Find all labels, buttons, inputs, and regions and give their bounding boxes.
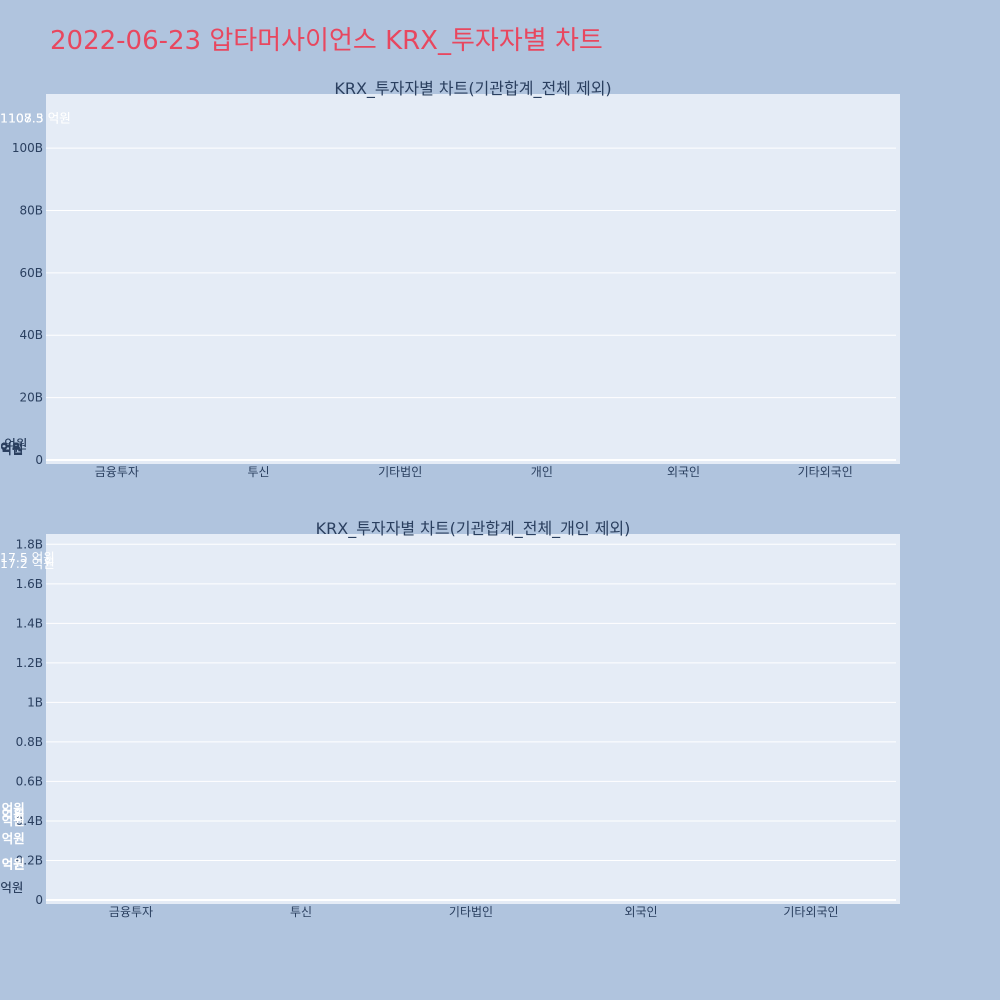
x-tick-label-1-5: 기타외국인: [798, 465, 853, 479]
x-tick-label-1-4: 외국인: [667, 465, 700, 479]
y-tick-label-2-8: 1.6B: [16, 577, 43, 591]
x-tick-label-1-0: 금융투자: [95, 465, 139, 479]
x-tick-label-1-2: 기타법인: [378, 465, 422, 479]
plot-area-1: [46, 94, 900, 464]
y-tick-label-1-3: 60B: [19, 266, 43, 280]
x-tick-label-2-0: 금융투자: [109, 905, 153, 919]
data-label-2-1-1: 4.9 억원: [0, 807, 25, 822]
x-tick-label-1-1: 투신: [247, 465, 269, 479]
data-label-1-1-5: 2.4 억원: [0, 441, 23, 456]
plot-area-2: [46, 534, 900, 904]
data-label-2-1-0: 0.1 억원: [0, 880, 23, 895]
y-tick-label-2-1: 0.2B: [16, 853, 43, 867]
data-label-1-1-4: 17.5 억원: [0, 437, 27, 452]
x-tick-label-1-3: 개인: [531, 465, 553, 479]
data-label-2-2-2: 4.6 억원: [0, 813, 25, 828]
x-tick-label-2-1: 투신: [290, 905, 312, 919]
y-tick-label-1-5: 100B: [12, 141, 43, 155]
y-tick-label-2-5: 1B: [27, 695, 43, 709]
data-label-1-1-3: 1108.3 억원: [0, 110, 71, 125]
data-label-1-2-1: 5.2 억원: [0, 440, 23, 455]
y-tick-label-2-9: 1.8B: [16, 537, 43, 551]
y-tick-label-2-3: 0.6B: [16, 774, 43, 788]
y-tick-label-2-2: 0.4B: [16, 814, 43, 828]
data-label-2-2-0: 0.1 억원: [0, 880, 23, 895]
y-tick-label-2-6: 1.2B: [16, 656, 43, 670]
y-tick-label-2-7: 1.4B: [16, 616, 43, 630]
chart-title-1: KRX_투자자별 차트(기관합계_전체 제외): [334, 79, 611, 99]
data-label-1-2-0: 0.1 억원: [0, 442, 23, 457]
data-label-2-1-3: 17.5 억원: [0, 550, 55, 565]
data-label-1-2-3: 1107.5 억원: [0, 111, 71, 126]
y-tick-label-1-1: 20B: [19, 391, 43, 405]
data-label-2-1-4: 2.4 억원: [0, 857, 25, 872]
x-tick-label-2-2: 기타법인: [449, 905, 493, 919]
page-title: 2022-06-23 압타머사이언스 KRX_투자자별 차트: [50, 26, 603, 56]
data-label-1-1-2: 3.7 억원: [0, 441, 23, 456]
x-tick-label-2-3: 외국인: [624, 905, 657, 919]
data-label-1-2-2: 4.6 억원: [0, 441, 23, 456]
data-label-1-1-1: 4.9 억원: [0, 440, 23, 455]
data-label-1-2-4: 17.2 억원: [0, 437, 27, 452]
y-tick-label-1-4: 80B: [19, 203, 43, 217]
chart-title-2: KRX_투자자별 차트(기관합계_전체_개인 제외): [316, 519, 631, 539]
y-tick-label-1-0: 0: [35, 453, 43, 467]
data-label-1-1-0: 0.1 억원: [0, 442, 23, 457]
data-label-2-2-1: 5.2 억원: [0, 801, 25, 816]
data-label-1-2-5: 2.4 억원: [0, 441, 23, 456]
x-tick-label-2-4: 기타외국인: [783, 905, 838, 919]
y-tick-label-1-2: 40B: [19, 328, 43, 342]
data-label-2-1-2: 3.7 억원: [0, 831, 25, 846]
data-label-2-2-4: 2.4 억원: [0, 857, 25, 872]
data-label-2-2-3: 17.2 억원: [0, 556, 55, 571]
y-tick-label-2-4: 0.8B: [16, 735, 43, 749]
y-tick-label-2-0: 0: [35, 893, 43, 907]
